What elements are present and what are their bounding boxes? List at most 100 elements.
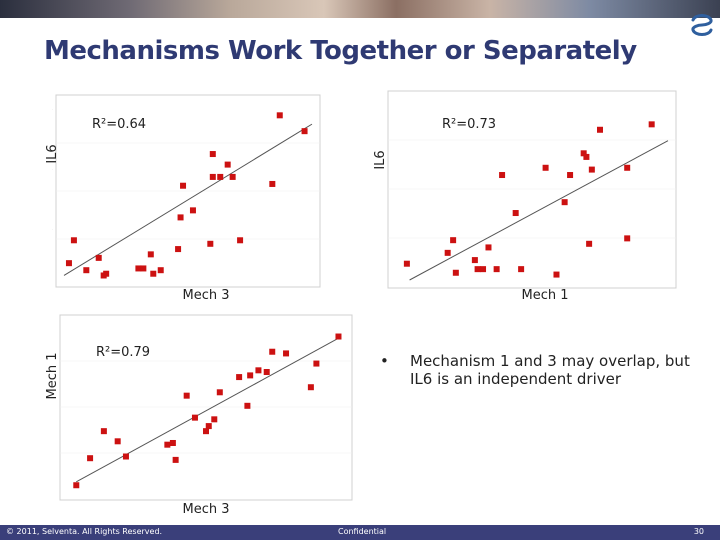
data-point xyxy=(83,267,90,274)
data-point xyxy=(229,173,236,180)
data-point xyxy=(335,333,342,340)
r-squared-label: R²=0.64 xyxy=(92,117,146,132)
data-points xyxy=(65,112,308,279)
data-point xyxy=(122,453,129,460)
data-point xyxy=(247,372,254,379)
y-tick: · xyxy=(52,227,53,231)
data-point xyxy=(209,173,216,180)
data-point xyxy=(561,199,568,206)
data-point xyxy=(588,166,595,173)
data-point xyxy=(135,265,142,272)
data-point xyxy=(567,172,574,179)
data-point xyxy=(586,240,593,247)
y-axis-label: IL6 xyxy=(373,150,388,169)
page-number: 30 xyxy=(693,527,704,536)
data-point xyxy=(203,428,209,435)
data-point xyxy=(177,214,184,221)
y-axis-label: Mech 1 xyxy=(45,352,60,399)
trendline xyxy=(63,123,313,276)
y-tick: · xyxy=(52,167,53,171)
data-point xyxy=(169,439,176,446)
data-point xyxy=(224,161,231,168)
data-point xyxy=(624,235,631,242)
data-point xyxy=(209,151,216,158)
y-tick: · xyxy=(52,107,53,111)
plot-area xyxy=(387,90,677,289)
scatter-chart-il6-vs-mech3: · · · R²=0.64 Mech 3 IL6 xyxy=(45,94,321,303)
data-point xyxy=(73,482,80,489)
data-point xyxy=(403,260,410,267)
data-point xyxy=(207,240,214,247)
data-point xyxy=(580,150,587,157)
data-point xyxy=(172,456,179,463)
selventa-logo-icon xyxy=(691,14,713,36)
data-point xyxy=(150,270,157,277)
x-axis-label: Mech 3 xyxy=(182,502,229,517)
plot-area xyxy=(59,314,353,501)
data-point xyxy=(95,254,102,261)
data-point xyxy=(100,272,107,279)
data-point xyxy=(216,389,223,396)
data-point xyxy=(583,153,590,160)
data-point xyxy=(205,423,212,430)
data-points xyxy=(73,333,342,489)
data-point xyxy=(474,266,481,273)
page-title: Mechanisms Work Together or Separately xyxy=(44,36,637,66)
data-point xyxy=(87,455,94,462)
r-squared-label: R²=0.79 xyxy=(96,345,150,360)
y-axis-label: IL6 xyxy=(45,144,60,163)
data-point xyxy=(624,164,631,171)
data-point xyxy=(147,251,154,258)
data-point xyxy=(180,182,187,189)
data-point xyxy=(269,180,276,187)
x-axis-label: Mech 3 xyxy=(182,288,229,303)
data-point xyxy=(597,126,603,133)
data-point xyxy=(648,121,655,128)
data-point xyxy=(313,360,320,367)
data-point xyxy=(480,266,487,273)
data-point xyxy=(542,164,549,171)
data-point xyxy=(276,112,283,119)
data-point xyxy=(301,128,308,135)
data-point xyxy=(269,348,276,355)
data-point xyxy=(65,260,72,267)
data-point xyxy=(175,246,182,253)
data-point xyxy=(244,402,251,409)
data-point xyxy=(100,428,107,435)
data-point xyxy=(255,367,262,374)
data-point xyxy=(512,210,519,217)
data-point xyxy=(444,249,451,256)
x-axis-label: Mech 1 xyxy=(521,288,568,303)
data-point xyxy=(157,267,164,274)
data-point xyxy=(140,265,147,272)
data-point xyxy=(70,237,77,244)
data-point xyxy=(217,173,224,180)
header-banner-image xyxy=(0,0,720,18)
data-point xyxy=(236,374,243,381)
scatter-chart-il6-vs-mech1: R²=0.73 Mech 1 IL6 xyxy=(373,90,677,303)
footer-copyright: © 2011, Selventa. All Rights Reserved. xyxy=(6,527,163,536)
bullet-marker: • xyxy=(380,352,389,370)
data-point xyxy=(283,350,290,357)
data-point xyxy=(452,269,459,276)
scatter-chart-mech1-vs-mech3: R²=0.79 Mech 3 Mech 1 xyxy=(45,314,353,517)
data-point xyxy=(493,266,500,273)
trendline xyxy=(409,140,669,281)
grid xyxy=(60,360,352,454)
footer-bar: © 2011, Selventa. All Rights Reserved. C… xyxy=(0,525,720,540)
data-point xyxy=(263,369,270,376)
data-point xyxy=(471,257,478,264)
data-point xyxy=(307,384,314,391)
data-point xyxy=(211,416,218,423)
r-squared-label: R²=0.73 xyxy=(442,117,496,132)
trendline xyxy=(76,337,339,483)
grid xyxy=(56,142,320,240)
data-point xyxy=(189,207,196,214)
data-point xyxy=(553,271,560,278)
data-point xyxy=(237,237,244,244)
data-point xyxy=(191,414,198,421)
data-point xyxy=(485,244,492,251)
data-point xyxy=(183,392,190,399)
data-point xyxy=(164,441,171,448)
bullet-text: Mechanism 1 and 3 may overlap, but IL6 i… xyxy=(410,352,690,388)
